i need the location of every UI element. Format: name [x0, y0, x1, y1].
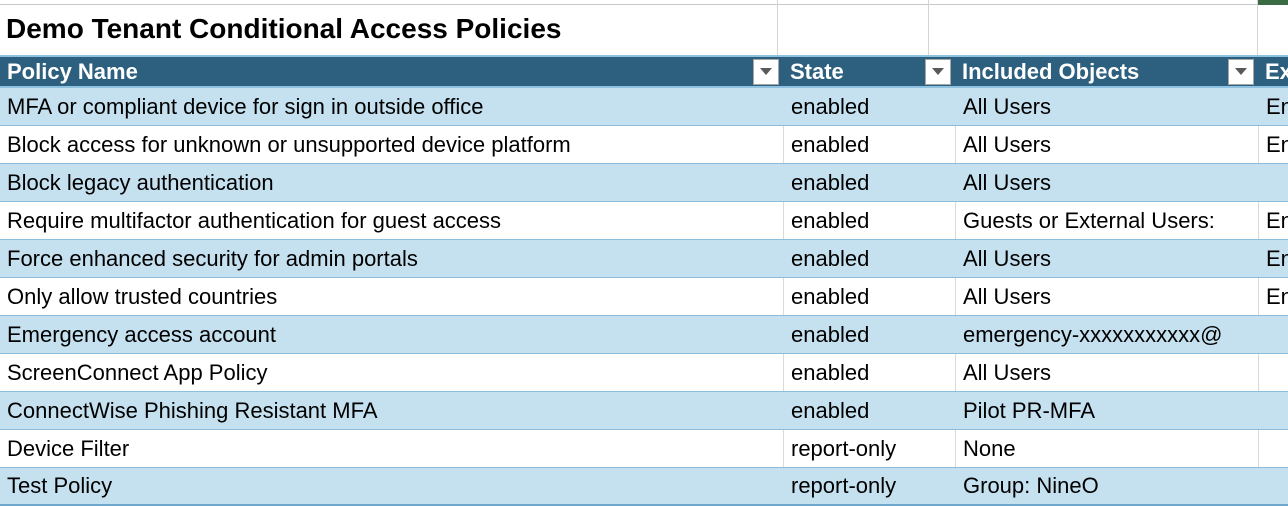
cell-state[interactable]: enabled [783, 354, 955, 391]
cell-included-objects[interactable]: All Users [963, 169, 1052, 195]
cell-state[interactable]: enabled [791, 321, 870, 347]
cell-excluded-objects[interactable] [1258, 430, 1288, 467]
chevron-down-icon [760, 68, 772, 75]
cell-policy-name[interactable]: ScreenConnect App Policy [7, 359, 268, 385]
table-row: ConnectWise Phishing Resistant MFA enabl… [0, 392, 1288, 430]
cell-included-objects[interactable]: All Users [955, 278, 1258, 315]
filter-button-included-objects[interactable] [1228, 58, 1254, 85]
gridline [928, 0, 929, 55]
table-row: Device Filter report-only None [0, 430, 1288, 468]
green-cell [1258, 0, 1288, 5]
cell-included-objects[interactable]: All Users [955, 126, 1258, 163]
cell-excluded-objects[interactable]: En [1258, 278, 1288, 315]
cell-excluded-objects[interactable] [1258, 354, 1288, 391]
cell-state[interactable]: enabled [783, 202, 955, 239]
table-row: Only allow trusted countries enabled All… [0, 278, 1288, 316]
cell-state[interactable]: enabled [783, 278, 955, 315]
table-row: Block access for unknown or unsupported … [0, 126, 1288, 164]
column-header-label: Included Objects [962, 59, 1140, 84]
cell-excluded-objects[interactable]: En [1266, 245, 1288, 271]
table-body: MFA or compliant device for sign in outs… [0, 88, 1288, 506]
cell-state[interactable]: enabled [783, 126, 955, 163]
cell-included-objects[interactable]: All Users [963, 245, 1052, 271]
cell-excluded-objects[interactable]: En [1266, 93, 1288, 119]
cell-policy-name[interactable]: Emergency access account [7, 321, 277, 347]
chevron-down-icon [932, 68, 944, 75]
cell-included-objects[interactable]: emergency-xxxxxxxxxxx@ [963, 321, 1223, 347]
table-row: Emergency access account enabled emergen… [0, 316, 1288, 354]
cell-excluded-objects[interactable] [1258, 164, 1288, 201]
cell-included-objects[interactable]: None [955, 430, 1258, 467]
cell-state[interactable]: enabled [791, 169, 870, 195]
table-row: ScreenConnect App Policy enabled All Use… [0, 354, 1288, 392]
cell-state[interactable]: enabled [791, 397, 870, 423]
cell-included-objects[interactable]: All Users [955, 354, 1258, 391]
table-row: Require multifactor authentication for g… [0, 202, 1288, 240]
gridline [1257, 0, 1258, 55]
cell-excluded-objects[interactable]: En [1258, 202, 1288, 239]
cell-included-objects[interactable]: Guests or External Users: [955, 202, 1258, 239]
gridline [0, 4, 1288, 5]
cell-policy-name[interactable]: Only allow trusted countries [7, 283, 278, 309]
cell-state[interactable]: report-only [791, 473, 897, 498]
chevron-down-icon [1235, 68, 1247, 75]
table-header: Policy Name State Included Objects Ex [0, 55, 1288, 88]
cell-policy-name[interactable]: Require multifactor authentication for g… [7, 207, 502, 233]
cell-included-objects[interactable]: All Users [963, 93, 1052, 119]
filter-button-policy-name[interactable] [753, 58, 779, 85]
column-header-included-objects[interactable]: Included Objects [955, 57, 1258, 86]
cell-policy-name[interactable]: Device Filter [7, 435, 130, 461]
gridline [777, 0, 778, 55]
cell-policy-name[interactable]: MFA or compliant device for sign in outs… [7, 93, 484, 119]
column-header-policy-name[interactable]: Policy Name [0, 57, 783, 86]
cell-policy-name[interactable]: Block legacy authentication [7, 169, 274, 195]
cell-included-objects[interactable]: Pilot PR-MFA [963, 397, 1096, 423]
cell-policy-name[interactable]: ConnectWise Phishing Resistant MFA [7, 397, 378, 423]
column-header-label: State [790, 59, 844, 84]
filter-button-state[interactable] [925, 58, 951, 85]
table-row: Block legacy authentication enabled All … [0, 164, 1288, 202]
cell-state[interactable]: report-only [783, 430, 955, 467]
table-row: Force enhanced security for admin portal… [0, 240, 1288, 278]
cell-excluded-objects[interactable]: En [1258, 126, 1288, 163]
column-header-label: Ex [1265, 59, 1288, 84]
cell-excluded-objects[interactable] [1258, 392, 1288, 429]
cell-state[interactable]: enabled [791, 93, 870, 119]
table-row: Test Policy report-only Group: NineO [0, 468, 1288, 506]
cell-excluded-objects[interactable] [1258, 316, 1288, 353]
table-row: MFA or compliant device for sign in outs… [0, 88, 1288, 126]
cell-policy-name[interactable]: Block access for unknown or unsupported … [7, 131, 571, 157]
cell-policy-name[interactable]: Force enhanced security for admin portal… [7, 245, 418, 271]
cell-policy-name[interactable]: Test Policy [7, 473, 113, 498]
cell-excluded-objects[interactable] [1258, 468, 1288, 504]
column-header-excluded-objects[interactable]: Ex [1258, 57, 1288, 86]
cell-included-objects[interactable]: Group: NineO [963, 473, 1099, 498]
column-header-label: Policy Name [7, 59, 138, 84]
cell-state[interactable]: enabled [791, 245, 870, 271]
sheet-title[interactable]: Demo Tenant Conditional Access Policies [6, 13, 562, 44]
column-header-state[interactable]: State [783, 57, 955, 86]
